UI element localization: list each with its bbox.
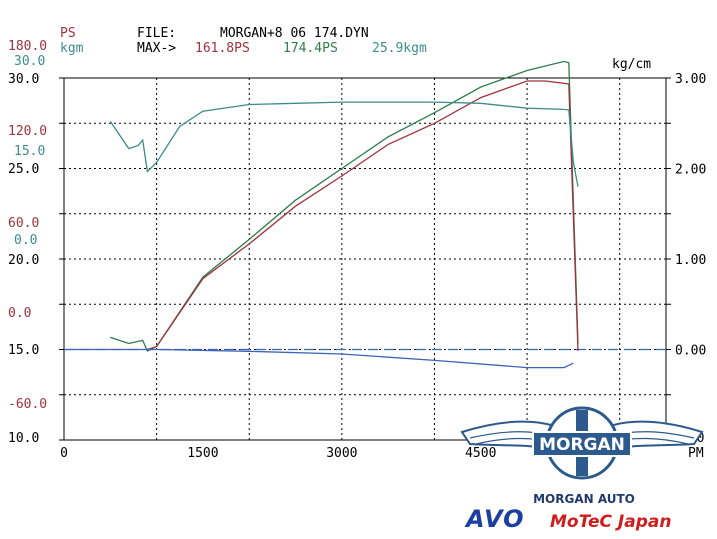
left-axis-black-label: 30.0: [8, 72, 39, 87]
x-axis-label: 4500: [465, 446, 496, 461]
series-line-teal: [109, 101, 579, 187]
max-kgm: 25.9kgm: [372, 41, 427, 56]
avo-logo: AVO: [464, 505, 525, 533]
morgan-logo: MORGAN: [460, 406, 704, 480]
right-axis-label: 0.00: [675, 344, 706, 359]
x-axis-labels: 0150030004500PM1.0: [60, 431, 704, 461]
right-axis-label: 2.00: [675, 163, 706, 178]
left-axis-black-label: 15.0: [8, 343, 39, 358]
left-axis-black-label: 20.0: [8, 253, 39, 268]
left-axis-ps-label: 0.0: [8, 306, 31, 321]
max-ps-green: 174.4PS: [283, 41, 338, 56]
left-axis-kgm-label: 0.0: [14, 233, 37, 248]
kgm-unit-label: kgm: [60, 41, 84, 56]
series-line-blue: [64, 348, 574, 369]
logo-brand: MORGAN: [539, 435, 625, 455]
x-axis-label: 1500: [187, 446, 218, 461]
max-label: MAX->: [137, 41, 176, 56]
x-axis-label: 0: [60, 446, 68, 461]
left-axis-ps-label: 60.0: [8, 216, 39, 231]
x-axis-label: 3000: [326, 446, 357, 461]
series-lines: [64, 60, 666, 369]
max-ps-red: 161.8PS: [195, 41, 250, 56]
right-axis-unit: kg/cm: [612, 57, 651, 72]
logo-subtitle: MORGAN AUTO: [533, 492, 635, 506]
x-axis-unit: PM: [688, 446, 704, 461]
left-axis-kgm-label: 15.0: [14, 144, 45, 159]
left-axis-black-label: 10.0: [8, 431, 39, 446]
ps-unit-label: PS: [60, 26, 76, 41]
motec-logo: MoTeC Japan: [550, 512, 671, 532]
left-axis-ps-label: 180.0: [8, 39, 47, 54]
series-line-red: [147, 80, 579, 352]
left-axis-ps-label: 120.0: [8, 124, 47, 139]
right-axis-label: 3.00: [675, 72, 706, 87]
left-axis-black-label: 25.0: [8, 162, 39, 177]
right-axis-label: 1.00: [675, 253, 706, 268]
file-name: MORGAN+8 06 174.DYN: [220, 26, 369, 41]
left-axis-labels: 30.0 25.0 20.0 15.0 10.0 180.0 120.0 60.0 0.0 -60…: [8, 39, 47, 446]
file-label: FILE:: [137, 26, 176, 41]
series-line-green: [110, 60, 579, 352]
left-axis-kgm-label: 30.0: [14, 54, 45, 69]
grid: [59, 77, 671, 441]
left-axis-ps-label: -60.0: [8, 397, 47, 412]
right-axis-labels: 3.00 2.00 1.00 0.00: [675, 72, 706, 359]
